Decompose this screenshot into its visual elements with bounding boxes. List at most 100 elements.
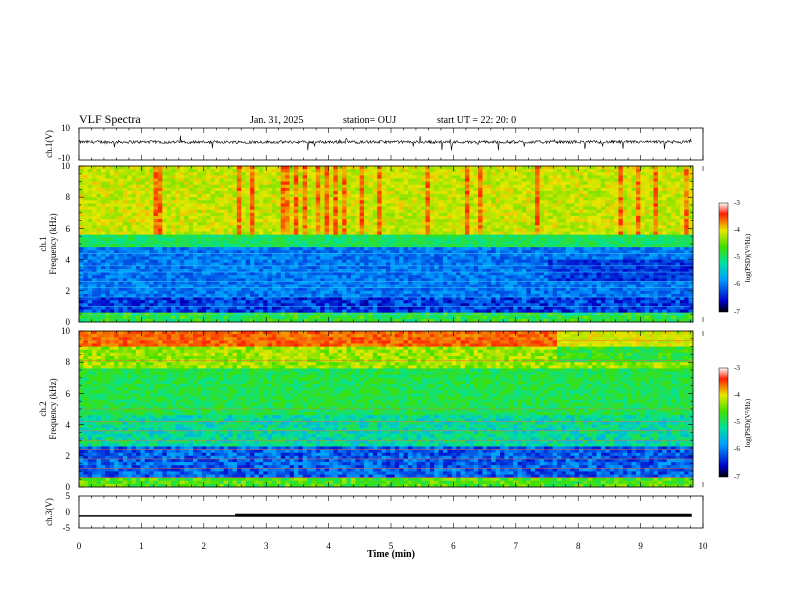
spectrogram-cell [232, 309, 238, 314]
spectrogram-cell [144, 219, 150, 223]
spectrogram-cell [482, 219, 488, 223]
spectrogram-cell [210, 222, 216, 226]
spectrogram-cell [394, 265, 400, 270]
spectrogram-cell [206, 215, 211, 220]
spectrogram-cell [109, 222, 115, 226]
spectrogram-cell [122, 240, 128, 245]
spectrogram-cell [429, 212, 435, 217]
spectrogram-cell [482, 247, 488, 251]
spectrogram-cell [355, 250, 361, 254]
spectrogram-cell [320, 284, 325, 289]
spectrogram-cell [495, 281, 501, 285]
spectrogram-cell [223, 272, 229, 276]
spectrogram-cell [438, 240, 444, 245]
spectrogram-cell [254, 215, 260, 220]
spectrogram-cell [219, 306, 225, 310]
spectrogram-cell [245, 293, 251, 298]
spectrogram-cell [175, 190, 181, 195]
spectrogram-cell [421, 318, 426, 323]
spectrogram-cell [359, 181, 365, 186]
spectrogram-cell [144, 237, 150, 242]
spectrogram-cell [364, 200, 369, 204]
spectrogram-cell [355, 300, 361, 304]
spectrogram-cell [179, 265, 185, 270]
spectrogram-cell [324, 209, 330, 214]
spectrogram-cell [276, 219, 282, 223]
spectrogram-cell [399, 222, 404, 226]
spectrogram-cell [118, 200, 124, 204]
spectrogram-cell [311, 259, 317, 264]
spectrogram-cell [386, 212, 391, 217]
spectrogram-cell [447, 240, 453, 245]
spectrogram-cell [127, 278, 133, 282]
spectrogram-cell [241, 256, 247, 260]
spectrogram-cell [412, 169, 418, 173]
spectrogram-cell [434, 265, 440, 270]
spectrogram-cell [425, 315, 431, 320]
spectrogram-cell [236, 175, 242, 179]
spectrogram-cell [359, 268, 365, 273]
spectrogram-cell [228, 318, 233, 323]
spectrogram-cell [421, 315, 426, 320]
spectrogram-cell [412, 256, 418, 260]
spectrogram-cell [232, 187, 238, 192]
spectrogram-cell [241, 228, 247, 232]
spectrogram-cell [473, 287, 479, 292]
spectrogram-cell [131, 215, 137, 220]
spectrogram-cell [193, 297, 198, 301]
spectrogram-cell [364, 187, 369, 192]
spectrogram-cell [486, 200, 492, 204]
spectrogram-cell [425, 244, 431, 248]
spectrogram-cell [381, 178, 387, 182]
spectrogram-cell [478, 290, 483, 295]
spectrogram-cell [359, 278, 365, 282]
spectrogram-cell [429, 175, 435, 179]
spectrogram-cell [451, 181, 457, 186]
spectrogram-cell [214, 306, 220, 310]
spectrogram-cell [171, 166, 176, 170]
spectrogram-cell [228, 287, 233, 292]
spectrogram-cell [285, 225, 290, 229]
spectrogram-cell [258, 265, 264, 270]
spectrogram-cell [136, 187, 141, 192]
spectrogram-cell [118, 244, 124, 248]
spectrogram-cell [289, 303, 295, 307]
spectrogram-cell [451, 184, 457, 189]
spectrogram-cell [254, 275, 260, 279]
spectrogram-cell [364, 172, 369, 176]
spectrogram-cell [285, 300, 290, 304]
spectrogram-cell [250, 181, 255, 186]
spectrogram-cell [504, 240, 510, 245]
spectrogram-cell [201, 247, 207, 251]
spectrogram-cell [245, 309, 251, 314]
spectrogram-cell [342, 212, 347, 217]
spectrogram-cell [390, 203, 396, 207]
spectrogram-cell [355, 275, 361, 279]
spectrogram-cell [109, 219, 115, 223]
spectrogram-cell [79, 190, 84, 195]
spectrogram-cell [460, 225, 466, 229]
spectrogram-cell [83, 184, 89, 189]
spectrogram-cell [355, 287, 361, 292]
spectrogram-cell [171, 247, 176, 251]
spectrogram-cell [333, 219, 339, 223]
spectrogram-cell [447, 250, 453, 254]
spectrogram-cell [92, 190, 97, 195]
spectrogram-cell [214, 309, 220, 314]
spectrogram-cell [311, 225, 317, 229]
spectrogram-cell [228, 256, 233, 260]
spectrogram-cell [285, 203, 290, 207]
spectrogram-cell [258, 247, 264, 251]
spectrogram-cell [386, 194, 391, 198]
spectrogram-cell [144, 281, 150, 285]
spectrogram-cell [456, 240, 461, 245]
spectrogram-cell [232, 318, 238, 323]
spectrogram-cell [293, 244, 299, 248]
spectrogram-cell [443, 234, 448, 239]
spectrogram-cell [157, 172, 163, 176]
spectrogram-cell [184, 228, 190, 232]
spectrogram-cell [500, 278, 505, 282]
spectrogram-cell [179, 222, 185, 226]
spectrogram-cell [250, 272, 255, 276]
spectrogram-cell [460, 309, 466, 314]
